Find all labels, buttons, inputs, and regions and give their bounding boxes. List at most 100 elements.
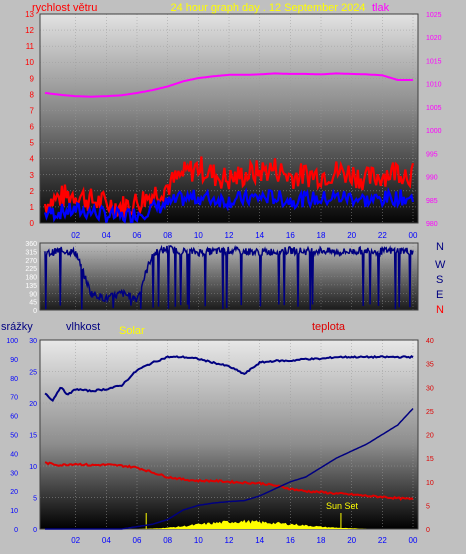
temperature-tick-label: 10 xyxy=(426,480,434,487)
humidity-tick-label: 15 xyxy=(29,433,37,440)
direction-tick-label: 45 xyxy=(29,300,37,307)
wind-gust-line xyxy=(43,156,415,219)
humidity-tick-label: 5 xyxy=(33,496,37,503)
temperature-axis-label: teplota xyxy=(312,321,346,333)
climate-time-tick-label: 14 xyxy=(255,536,264,545)
time-tick-label: 08 xyxy=(163,231,172,240)
time-tick-label: 02 xyxy=(71,231,80,240)
pressure-tick-label: 1000 xyxy=(426,128,442,135)
climate-time-tick-label: 10 xyxy=(194,536,203,545)
temperature-tick-label: 0 xyxy=(426,527,430,534)
direction-tick-label: 315 xyxy=(25,249,37,256)
rain-tick-label: 70 xyxy=(10,395,18,402)
rain-tick-label: 30 xyxy=(10,470,18,477)
temperature-tick-label: 5 xyxy=(426,503,430,510)
temperature-tick-label: 20 xyxy=(426,433,434,440)
direction-panel-border xyxy=(39,242,419,311)
rain-tick-label: 50 xyxy=(10,433,18,440)
wind-tick-label: 8 xyxy=(30,90,35,99)
wind-average-line xyxy=(43,186,415,224)
climate-time-tick-label: 08 xyxy=(163,536,172,545)
wind-tick-label: 6 xyxy=(30,123,35,132)
rain-line xyxy=(45,408,414,530)
time-tick-label: 12 xyxy=(225,231,234,240)
temperature-tick-label: 25 xyxy=(426,409,434,416)
rain-tick-label: 20 xyxy=(10,489,18,496)
humidity-line xyxy=(44,355,414,403)
rain-tick-label: 100 xyxy=(6,338,18,345)
time-tick-label: 22 xyxy=(378,231,387,240)
pressure-tick-label: 1015 xyxy=(426,58,442,65)
rain-tick-label: 60 xyxy=(10,414,18,421)
direction-tick-label: 225 xyxy=(25,266,37,273)
wind-tick-label: 11 xyxy=(26,42,35,51)
pressure-tick-label: 1020 xyxy=(426,35,442,42)
solar-area xyxy=(137,519,413,529)
rain-tick-label: 0 xyxy=(14,527,18,534)
pressure-tick-label: 985 xyxy=(426,198,438,205)
pressure-tick-label: 1005 xyxy=(426,105,442,112)
compass-e: E xyxy=(436,289,443,301)
climate-time-tick-label: 02 xyxy=(71,536,80,545)
pressure-axis-label: tlak xyxy=(372,2,390,14)
wind-axis-label: rychlost větru xyxy=(32,2,97,14)
temperature-tick-label: 40 xyxy=(426,338,434,345)
sunset-label: Sun Set xyxy=(326,501,359,511)
direction-tick-label: 90 xyxy=(29,291,37,298)
wind-tick-label: 13 xyxy=(25,10,34,19)
temperature-line xyxy=(44,461,414,501)
time-tick-label: 06 xyxy=(133,231,142,240)
rain-tick-label: 90 xyxy=(10,357,18,364)
rain-tick-label: 80 xyxy=(10,376,18,383)
climate-time-tick-label: 22 xyxy=(378,536,387,545)
time-tick-label: 14 xyxy=(255,231,264,240)
humidity-tick-label: 0 xyxy=(33,527,37,534)
pressure-tick-label: 990 xyxy=(426,175,438,182)
time-tick-label: 10 xyxy=(194,231,203,240)
pressure-line xyxy=(44,72,413,98)
climate-time-tick-label: 20 xyxy=(347,536,356,545)
wind-tick-label: 9 xyxy=(30,74,35,83)
humidity-tick-label: 10 xyxy=(29,464,37,471)
solar-label: Solar xyxy=(119,325,145,337)
pressure-tick-label: 995 xyxy=(426,151,438,158)
data-marks xyxy=(43,72,415,530)
compass-w: W xyxy=(435,259,446,271)
time-tick-label: 18 xyxy=(317,231,326,240)
wind-direction-line xyxy=(44,244,414,310)
humidity-tick-label: 30 xyxy=(29,338,37,345)
wind-tick-label: 3 xyxy=(30,171,35,180)
wind-tick-label: 4 xyxy=(30,155,35,164)
compass-n-bottom: N xyxy=(436,304,444,316)
direction-tick-label: 180 xyxy=(25,275,37,282)
rain-axis-label: srážky xyxy=(1,321,33,333)
tick-labels: 0123456789101112139809859909951000100510… xyxy=(6,10,441,545)
climate-time-tick-label: 18 xyxy=(317,536,326,545)
grid-lines xyxy=(39,13,419,530)
rain-tick-label: 10 xyxy=(10,508,18,515)
wind-tick-label: 2 xyxy=(30,187,35,196)
wind-tick-label: 10 xyxy=(25,58,34,67)
climate-time-tick-label: 00 xyxy=(409,536,418,545)
direction-tick-label: 360 xyxy=(25,241,37,248)
pressure-tick-label: 1025 xyxy=(426,12,442,19)
compass-s: S xyxy=(436,274,443,286)
direction-tick-label: 0 xyxy=(33,308,37,315)
wind-panel-border xyxy=(39,13,419,224)
pressure-tick-label: 980 xyxy=(426,221,438,228)
time-tick-label: 16 xyxy=(286,231,295,240)
temperature-tick-label: 30 xyxy=(426,385,434,392)
pressure-tick-label: 1010 xyxy=(426,82,442,89)
wind-tick-label: 5 xyxy=(30,139,35,148)
humidity-tick-label: 25 xyxy=(29,370,37,377)
direction-tick-label: 270 xyxy=(25,258,37,265)
compass-n-top: N xyxy=(436,241,444,253)
wind-tick-label: 1 xyxy=(30,203,35,212)
temperature-tick-label: 15 xyxy=(426,456,434,463)
humidity-axis-label: vlhkost xyxy=(66,321,100,333)
time-tick-label: 20 xyxy=(347,231,356,240)
climate-time-tick-label: 06 xyxy=(133,536,142,545)
temperature-tick-label: 35 xyxy=(426,362,434,369)
wind-tick-label: 12 xyxy=(25,26,34,35)
